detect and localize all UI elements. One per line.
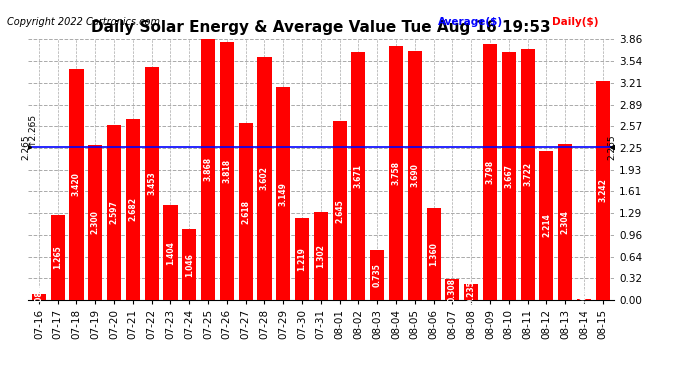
Text: 3.722: 3.722 — [523, 162, 532, 186]
Text: 3.667: 3.667 — [504, 164, 513, 188]
Bar — [257, 57, 271, 300]
Bar — [389, 46, 403, 300]
Text: 3.149: 3.149 — [279, 182, 288, 206]
Text: 3.868: 3.868 — [204, 158, 213, 182]
Text: 2.300: 2.300 — [91, 210, 100, 234]
Bar — [145, 67, 159, 300]
Bar — [314, 212, 328, 300]
Bar — [595, 81, 610, 300]
Text: 1.302: 1.302 — [316, 244, 326, 268]
Bar — [201, 39, 215, 300]
Text: 3.758: 3.758 — [391, 161, 400, 185]
Text: 3.602: 3.602 — [260, 166, 269, 190]
Bar — [333, 122, 346, 300]
Text: 0.735: 0.735 — [373, 263, 382, 287]
Bar — [408, 51, 422, 300]
Bar — [182, 230, 197, 300]
Text: 0.308: 0.308 — [448, 278, 457, 302]
Bar — [239, 123, 253, 300]
Bar — [220, 42, 234, 300]
Bar — [445, 279, 460, 300]
Text: 1.219: 1.219 — [297, 247, 306, 271]
Bar — [88, 145, 102, 300]
Bar — [464, 284, 478, 300]
Text: 3.798: 3.798 — [486, 160, 495, 184]
Bar — [32, 294, 46, 300]
Text: Daily($): Daily($) — [552, 17, 598, 27]
Text: 2.645: 2.645 — [335, 199, 344, 223]
Text: 3.420: 3.420 — [72, 172, 81, 196]
Text: 2.265: 2.265 — [608, 134, 617, 160]
Text: ↑2.265: ↑2.265 — [28, 112, 37, 146]
Text: 0.235: 0.235 — [466, 280, 475, 304]
Bar — [164, 205, 177, 300]
Bar — [577, 299, 591, 300]
Text: 0.009: 0.009 — [580, 288, 589, 312]
Text: 3.671: 3.671 — [354, 164, 363, 188]
Text: 3.818: 3.818 — [222, 159, 231, 183]
Text: 2.682: 2.682 — [128, 198, 137, 222]
Text: 1.360: 1.360 — [429, 242, 438, 266]
Bar — [540, 150, 553, 300]
Text: 2.265: 2.265 — [21, 134, 30, 160]
Bar — [50, 214, 65, 300]
Bar — [520, 49, 535, 300]
Text: 1.265: 1.265 — [53, 245, 62, 269]
Bar — [558, 144, 572, 300]
Bar — [502, 53, 516, 300]
Text: 1.046: 1.046 — [185, 253, 194, 277]
Title: Daily Solar Energy & Average Value Tue Aug 16 19:53: Daily Solar Energy & Average Value Tue A… — [91, 20, 551, 35]
Bar — [276, 87, 290, 300]
Text: 2.214: 2.214 — [542, 213, 551, 237]
Text: 3.690: 3.690 — [411, 164, 420, 188]
Bar — [126, 119, 140, 300]
Bar — [426, 208, 441, 300]
Text: 0.084: 0.084 — [34, 285, 43, 309]
Text: 2.618: 2.618 — [241, 200, 250, 223]
Bar — [371, 251, 384, 300]
Text: 2.304: 2.304 — [561, 210, 570, 234]
Text: Average($): Average($) — [438, 17, 503, 27]
Text: 1.404: 1.404 — [166, 241, 175, 264]
Bar — [351, 52, 366, 300]
Text: 3.242: 3.242 — [598, 178, 607, 203]
Text: 3.453: 3.453 — [147, 171, 156, 195]
Bar — [70, 69, 83, 300]
Text: Copyright 2022 Cartronics.com: Copyright 2022 Cartronics.com — [7, 17, 160, 27]
Bar — [107, 124, 121, 300]
Text: 2.597: 2.597 — [110, 200, 119, 224]
Bar — [295, 218, 309, 300]
Bar — [483, 44, 497, 300]
